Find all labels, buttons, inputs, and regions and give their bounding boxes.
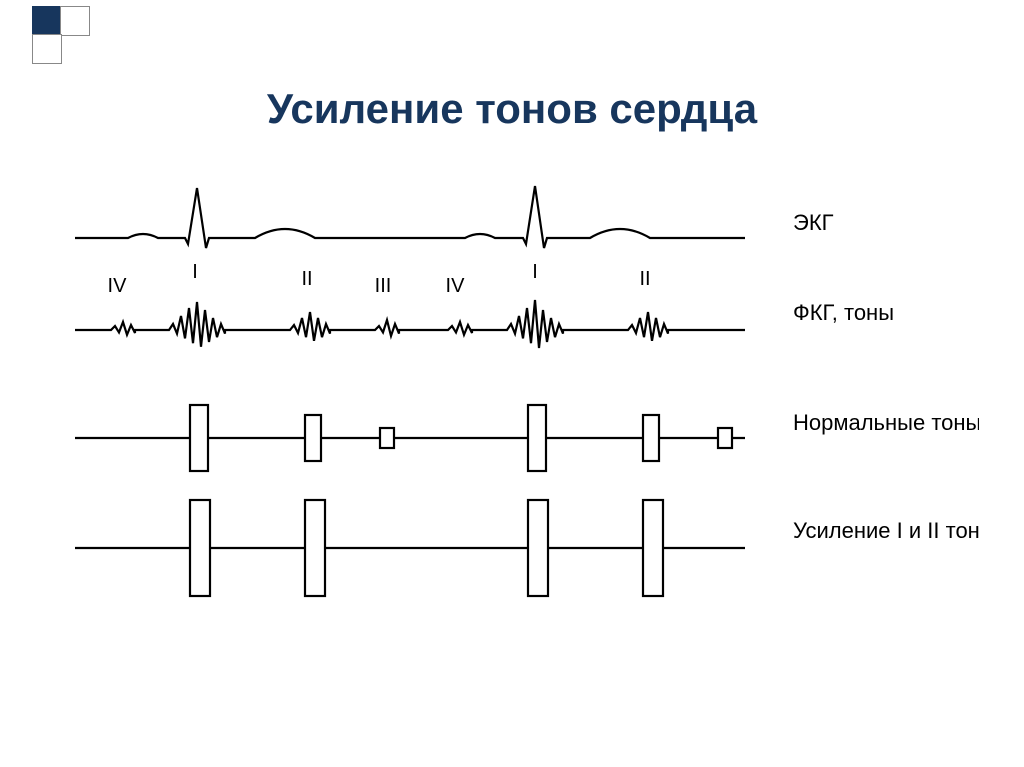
normal-tone-bar [528, 405, 546, 471]
row-label: ЭКГ [793, 210, 834, 235]
decor-square-1 [32, 6, 62, 36]
roman-label: III [375, 275, 392, 297]
decor-square-2 [60, 6, 90, 36]
page-title: Усиление тонов сердца [0, 85, 1024, 133]
roman-label: II [301, 268, 312, 290]
normal-tone-bar [305, 415, 321, 461]
normal-tone-bar [380, 428, 394, 448]
roman-label: IV [108, 275, 128, 297]
heart-tones-diagram: ЭКГ ФКГ, тоны Нормальные тоны Усиление I и … [45, 180, 979, 630]
diagram-svg: ЭКГ ФКГ, тоны Нормальные тоны Усиление I и … [45, 180, 979, 630]
ekg-trace [75, 186, 745, 248]
amplified-tone-bar [528, 500, 548, 596]
row-label: Нормальные тоны [793, 410, 979, 435]
normal-tone-bar [718, 428, 732, 448]
normal-tone-bar [190, 405, 208, 471]
decor-square-3 [32, 34, 62, 64]
roman-label: IV [446, 275, 466, 297]
amplified-tone-bar [643, 500, 663, 596]
amplified-tone-bar [305, 500, 325, 596]
row-label: Усиление I и II тонов [793, 518, 979, 543]
roman-label: II [639, 268, 650, 290]
pcg-trace [75, 300, 745, 348]
roman-label: I [192, 261, 198, 283]
amplified-tone-bar [190, 500, 210, 596]
roman-label: I [532, 261, 538, 283]
normal-tone-bar [643, 415, 659, 461]
row-label: ФКГ, тоны [793, 300, 894, 325]
